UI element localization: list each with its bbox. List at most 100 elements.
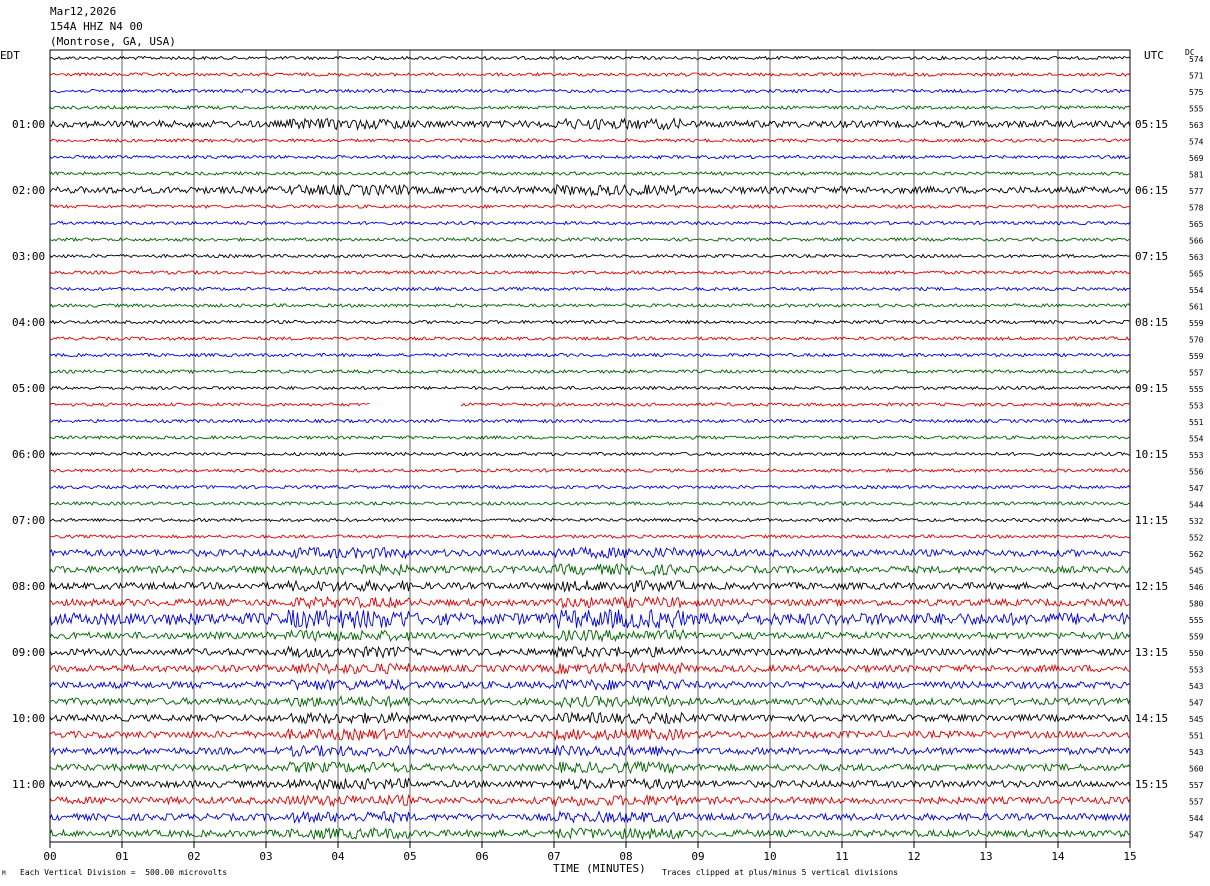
seismic-trace — [49, 727, 1130, 742]
right-hour-label: 15:15 — [1135, 778, 1168, 791]
x-tick-label: 06 — [475, 850, 488, 863]
dc-offset-label: 574 — [1189, 55, 1204, 64]
dc-offset-label: 581 — [1189, 171, 1204, 180]
dc-offset-label: 570 — [1189, 336, 1204, 345]
right-hour-label: 09:15 — [1135, 382, 1168, 395]
seismic-trace — [49, 578, 1131, 593]
seismic-trace — [49, 138, 1131, 144]
seismic-trace — [49, 678, 1131, 692]
dc-offset-label: 557 — [1189, 781, 1204, 790]
dc-offset-label: 555 — [1189, 105, 1204, 114]
dc-offset-label: 577 — [1189, 187, 1204, 196]
dc-offset-label: 559 — [1189, 319, 1204, 328]
seismic-trace — [49, 793, 1131, 808]
dc-offset-label: 557 — [1189, 798, 1204, 807]
dc-offset-label: 569 — [1189, 154, 1204, 163]
dc-offset-label: 563 — [1189, 253, 1204, 262]
right-hour-label: 10:15 — [1135, 448, 1168, 461]
x-axis-title: TIME (MINUTES) — [553, 862, 646, 875]
dc-offset-label: 578 — [1189, 204, 1204, 213]
dc-offset-label: 546 — [1189, 583, 1204, 592]
seismic-trace — [49, 484, 1131, 490]
left-hour-label: 11:00 — [12, 778, 45, 791]
seismic-trace — [49, 744, 1131, 758]
right-hour-label: 12:15 — [1135, 580, 1168, 593]
seismic-trace — [49, 435, 1131, 441]
seismic-trace — [49, 595, 1131, 610]
seismic-trace — [49, 826, 1131, 841]
dc-offset-label: 545 — [1189, 715, 1204, 724]
seismic-trace — [49, 402, 1131, 407]
seismic-trace — [49, 628, 1131, 643]
seismic-trace — [49, 336, 1131, 342]
seismic-trace — [49, 104, 1131, 111]
dc-offset-label: 547 — [1189, 484, 1204, 493]
dc-offset-label: 561 — [1189, 303, 1204, 312]
x-tick-label: 10 — [763, 850, 776, 863]
seismic-trace — [49, 500, 1131, 506]
left-hour-label: 10:00 — [12, 712, 45, 725]
seismic-trace — [49, 72, 1131, 78]
x-tick-label: 15 — [1123, 850, 1136, 863]
seismic-trace — [49, 170, 1131, 177]
seismic-trace — [49, 661, 1131, 675]
dc-offset-label: 551 — [1189, 418, 1204, 427]
dc-offset-label: 532 — [1189, 517, 1204, 526]
left-hour-label: 07:00 — [12, 514, 45, 527]
seismic-trace — [49, 88, 1131, 94]
right-hour-label: 13:15 — [1135, 646, 1168, 659]
right-hour-label: 08:15 — [1135, 316, 1168, 329]
seismic-trace — [49, 760, 1131, 775]
chart-location: (Montrose, GA, USA) — [50, 35, 176, 48]
seismic-trace — [49, 385, 1131, 391]
dc-offset-label: 547 — [1189, 699, 1204, 708]
plot-frame — [49, 49, 1131, 843]
dc-offset-label: 550 — [1189, 649, 1204, 658]
x-tick-label: 09 — [691, 850, 704, 863]
seismic-trace — [49, 269, 1131, 276]
dc-offset-label: 553 — [1189, 451, 1204, 460]
x-tick-label: 12 — [907, 850, 920, 863]
chart-date: Mar12,2026 — [50, 5, 117, 18]
dc-offset-label: 544 — [1189, 814, 1204, 823]
x-tick-label: 02 — [187, 850, 200, 863]
x-tick-label: 13 — [979, 850, 992, 863]
dc-offset-label: 566 — [1189, 237, 1204, 246]
x-tick-label: 07 — [547, 850, 560, 863]
dc-offset-label: 580 — [1189, 600, 1204, 609]
dc-offset-label: 565 — [1189, 270, 1204, 279]
dc-offset-label: 545 — [1189, 567, 1204, 576]
seismic-trace — [49, 117, 1131, 132]
left-hour-label: 09:00 — [12, 646, 45, 659]
seismic-trace — [49, 533, 1131, 539]
seismic-trace — [49, 645, 1131, 659]
dc-offset-label: 565 — [1189, 220, 1204, 229]
dc-offset-label: 553 — [1189, 666, 1204, 675]
x-tick-label: 14 — [1051, 850, 1065, 863]
left-timezone-label: EDT — [0, 49, 20, 62]
dc-offset-label: 543 — [1189, 682, 1204, 691]
right-hour-label: 11:15 — [1135, 514, 1168, 527]
dc-offset-header: DC — [1185, 48, 1195, 57]
seismic-trace — [49, 203, 1131, 210]
left-hour-label: 01:00 — [12, 118, 45, 131]
dc-offset-label: 556 — [1189, 468, 1204, 477]
right-timezone-label: UTC — [1144, 49, 1164, 62]
x-tick-label: 01 — [115, 850, 128, 863]
seismic-trace — [49, 608, 1131, 630]
x-tick-label: 00 — [43, 850, 56, 863]
left-hour-label: 08:00 — [12, 580, 45, 593]
dc-offset-label: 554 — [1189, 286, 1204, 295]
dc-offset-label: 553 — [1189, 402, 1204, 411]
left-hour-label: 05:00 — [12, 382, 45, 395]
seismic-trace — [49, 451, 1131, 457]
seismic-trace — [49, 220, 1131, 226]
x-tick-label: 03 — [259, 850, 272, 863]
seismic-trace — [49, 517, 1131, 523]
seismic-trace — [49, 236, 1131, 243]
seismic-trace — [49, 777, 1131, 792]
dc-offset-label: 559 — [1189, 352, 1204, 361]
x-tick-label: 04 — [331, 850, 345, 863]
dc-offset-label: 543 — [1189, 748, 1204, 757]
